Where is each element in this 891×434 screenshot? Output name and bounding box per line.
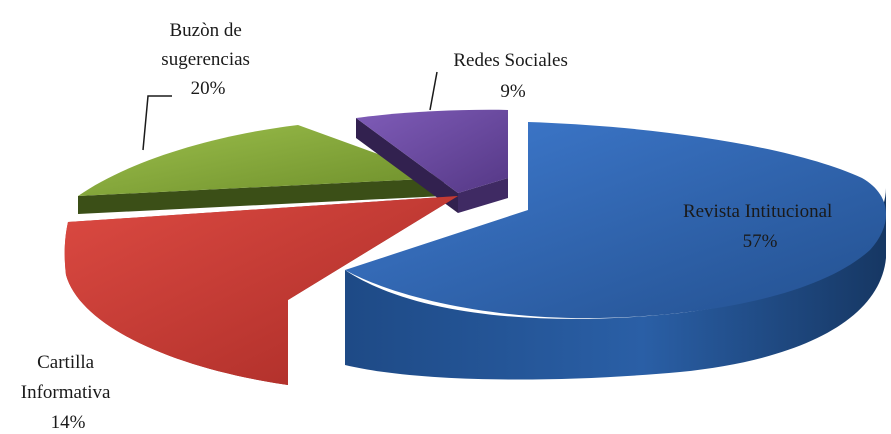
- leader-line-buzon: [142, 95, 172, 151]
- label-buzon-de-sugerencias: Buzòn de sugerencias 20%: [161, 20, 254, 99]
- slice-cartilla-informativa: [64, 196, 459, 385]
- label-cartilla-informativa: Cartilla Informativa 14%: [21, 352, 115, 433]
- slice-buzon-top: [78, 125, 444, 196]
- slice-buzon-de-sugerencias: [78, 125, 444, 214]
- slice-redes-side: [356, 118, 458, 213]
- slice-revista-side: [345, 188, 886, 380]
- label-redes-sociales: Redes Sociales 9%: [453, 50, 572, 102]
- slice-redes-side-right: [458, 178, 508, 213]
- slice-buzon-side: [78, 178, 444, 214]
- slice-revista-top: [345, 122, 887, 319]
- slice-cartilla-top: [64, 196, 459, 385]
- label-revista-intitucional: Revista Intitucional 57%: [683, 201, 837, 252]
- leader-line-redes: [429, 71, 438, 111]
- slice-redes-top: [356, 109, 508, 193]
- slice-revista-intitucional: [345, 122, 887, 380]
- slice-redes-sociales: [356, 109, 508, 213]
